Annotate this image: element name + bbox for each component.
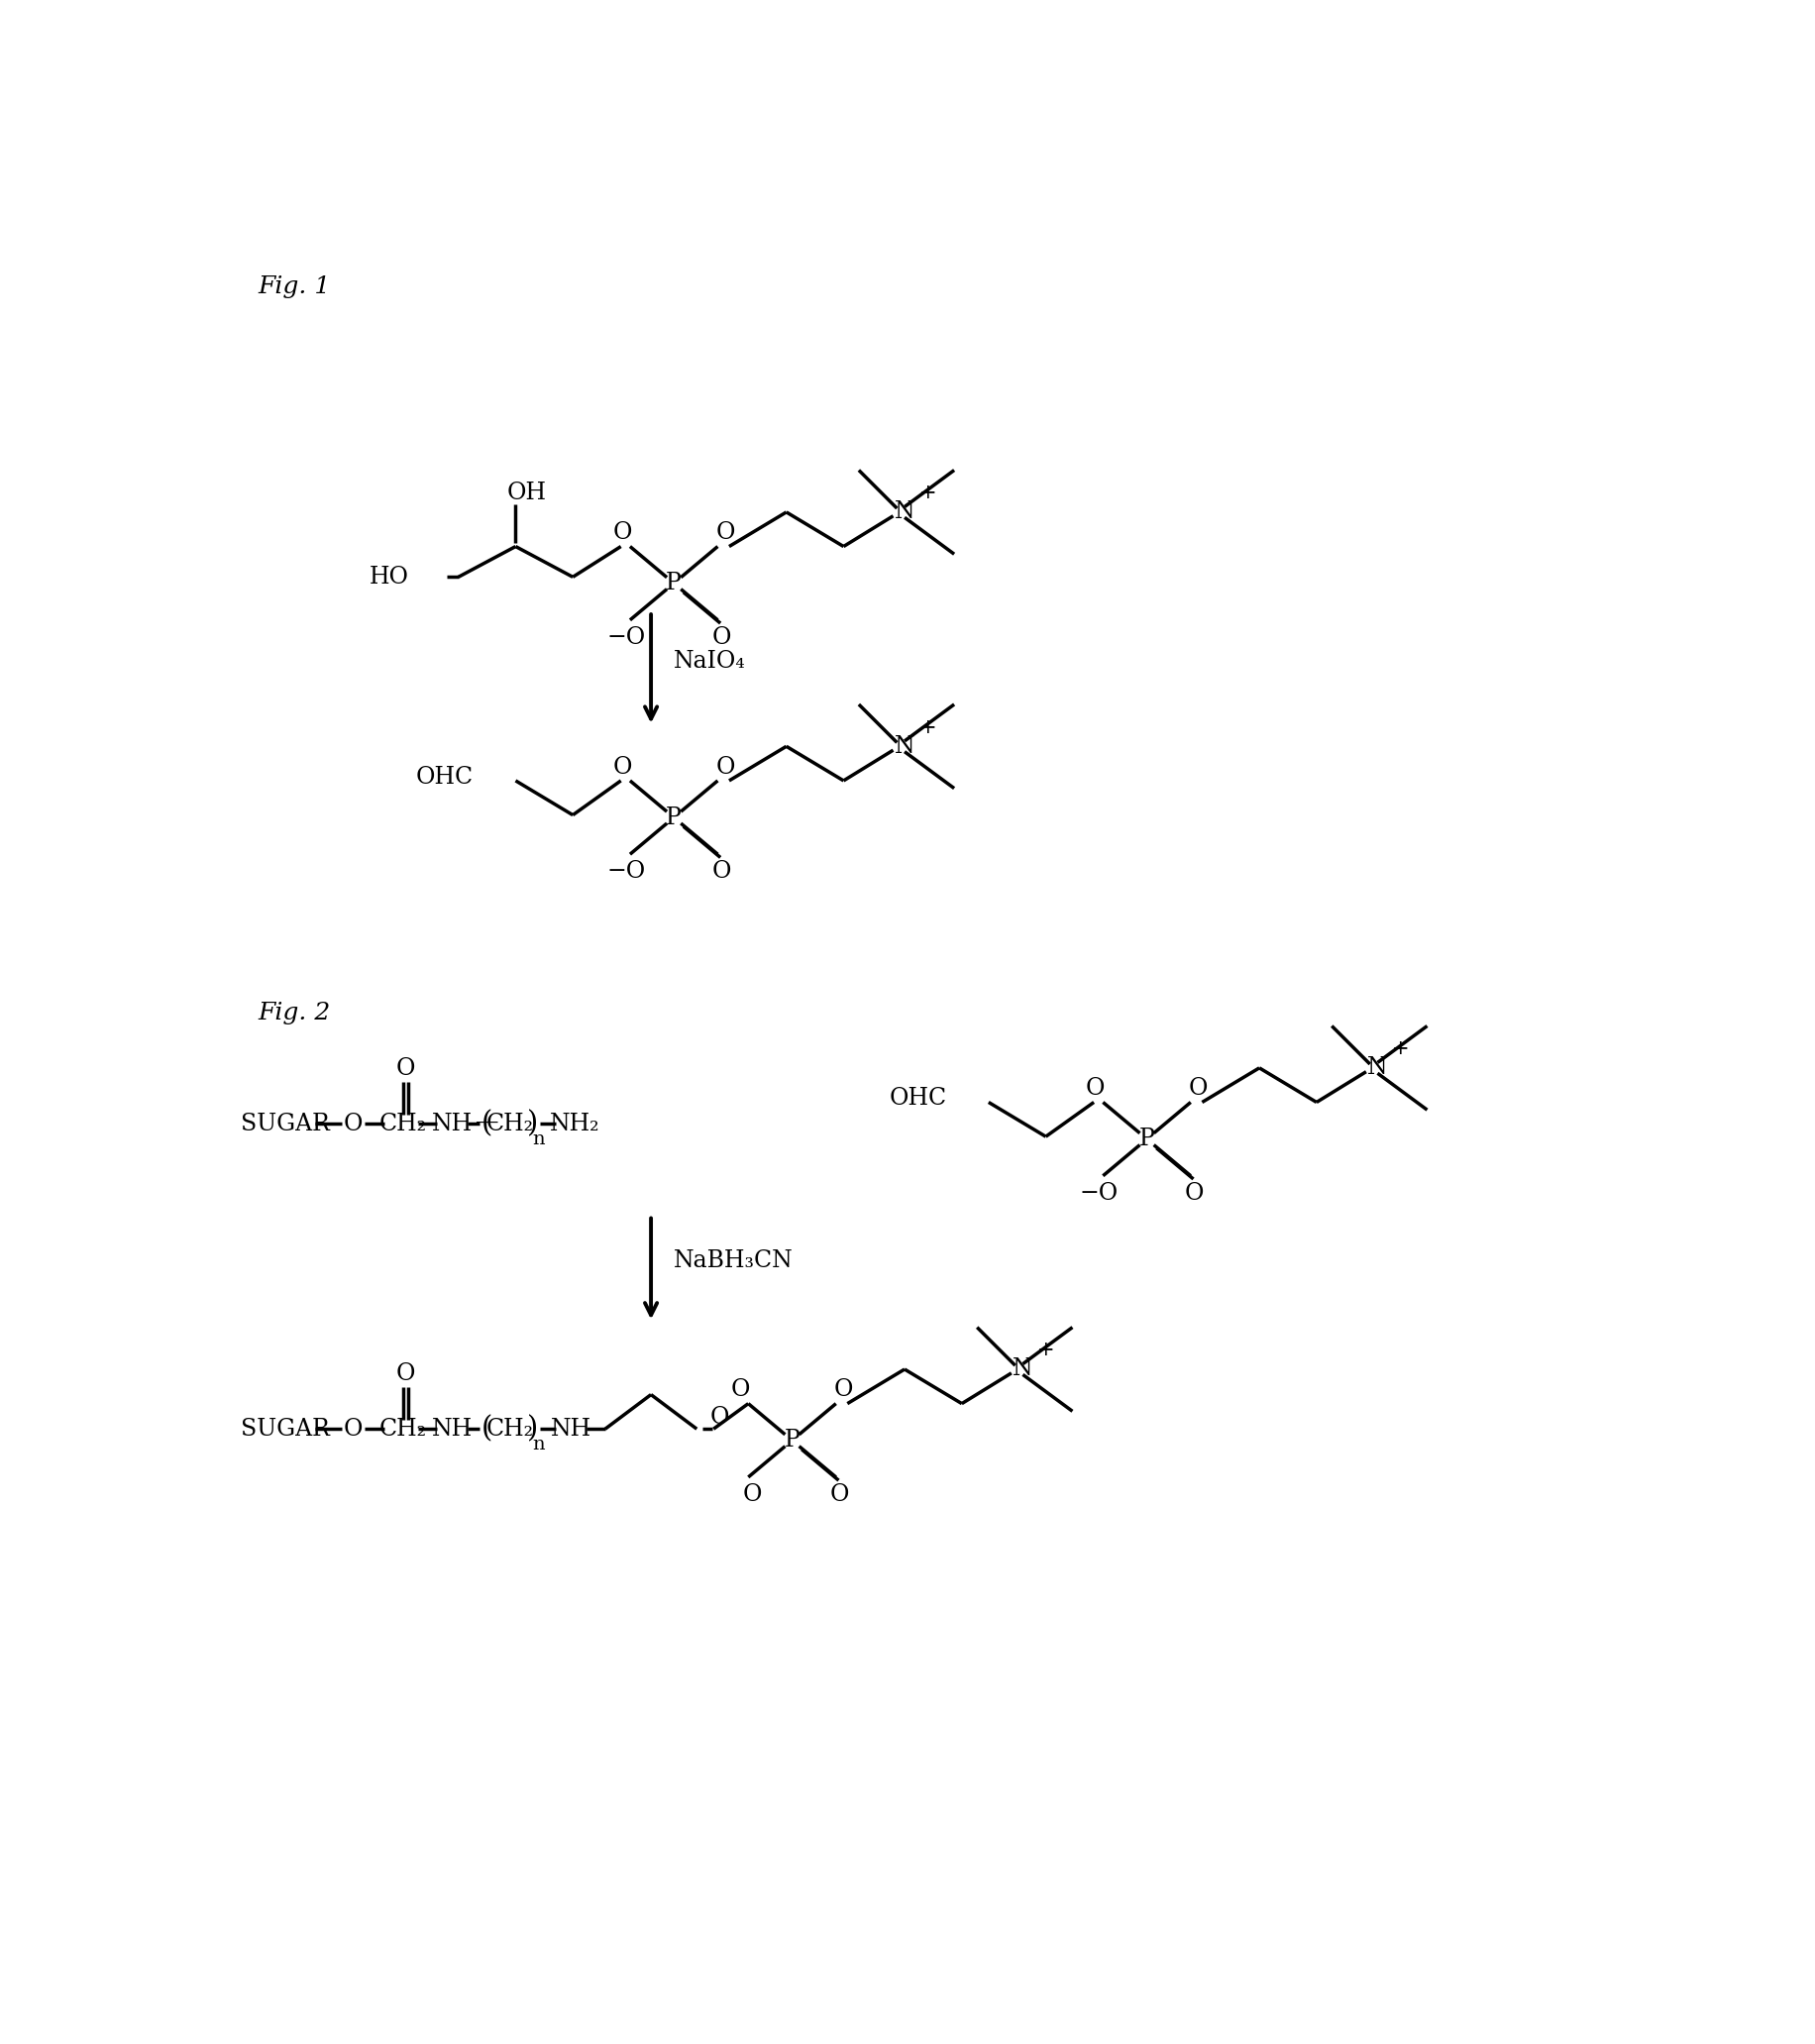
Text: (: ( xyxy=(481,1414,492,1443)
Text: O: O xyxy=(711,625,731,648)
Text: HO: HO xyxy=(368,566,408,589)
Text: +: + xyxy=(918,717,937,736)
Text: (: ( xyxy=(481,1110,492,1139)
Text: n: n xyxy=(532,1435,544,1453)
Text: CH₂: CH₂ xyxy=(379,1419,427,1441)
Text: P: P xyxy=(784,1429,800,1451)
Text: NH₂: NH₂ xyxy=(550,1112,599,1134)
Text: O: O xyxy=(742,1484,762,1506)
Text: +: + xyxy=(1036,1341,1055,1359)
Text: N: N xyxy=(895,736,915,758)
Text: N: N xyxy=(1013,1357,1033,1380)
Text: SUGAR: SUGAR xyxy=(240,1419,329,1441)
Text: P: P xyxy=(1140,1128,1154,1151)
Text: —: — xyxy=(476,1110,499,1132)
Text: +: + xyxy=(1392,1040,1408,1059)
Text: +: + xyxy=(918,484,937,503)
Text: −O: −O xyxy=(1080,1181,1118,1204)
Text: O: O xyxy=(343,1112,363,1134)
Text: OHC: OHC xyxy=(889,1087,947,1110)
Text: Fig. 2: Fig. 2 xyxy=(258,1002,330,1024)
Text: NH: NH xyxy=(432,1112,474,1134)
Text: O: O xyxy=(829,1484,849,1506)
Text: NaIO₄: NaIO₄ xyxy=(673,650,746,672)
Text: P: P xyxy=(666,805,682,830)
Text: OHC: OHC xyxy=(416,764,474,789)
Text: −O: −O xyxy=(606,625,646,648)
Text: NH: NH xyxy=(432,1419,474,1441)
Text: O: O xyxy=(343,1419,363,1441)
Text: N: N xyxy=(895,501,915,523)
Text: N: N xyxy=(1367,1057,1388,1079)
Text: O: O xyxy=(396,1363,416,1386)
Text: CH₂: CH₂ xyxy=(379,1112,427,1134)
Text: O: O xyxy=(1189,1077,1209,1100)
Text: O: O xyxy=(613,521,632,544)
Text: n: n xyxy=(532,1130,544,1149)
Text: SUGAR: SUGAR xyxy=(240,1112,329,1134)
Text: CH₂: CH₂ xyxy=(486,1112,534,1134)
Text: OH: OH xyxy=(506,482,546,505)
Text: CH₂: CH₂ xyxy=(486,1419,534,1441)
Text: P: P xyxy=(666,572,682,595)
Text: O: O xyxy=(711,861,731,883)
Text: O: O xyxy=(833,1378,853,1402)
Text: NH: NH xyxy=(550,1419,592,1441)
Text: Fig. 1: Fig. 1 xyxy=(258,276,330,298)
Text: O: O xyxy=(731,1378,750,1402)
Text: O: O xyxy=(1085,1077,1105,1100)
Text: NaBH₃CN: NaBH₃CN xyxy=(673,1249,793,1273)
Text: O: O xyxy=(715,521,735,544)
Text: O: O xyxy=(613,756,632,779)
Text: ): ) xyxy=(526,1110,539,1139)
Text: O: O xyxy=(396,1057,416,1079)
Text: O: O xyxy=(715,756,735,779)
Text: O: O xyxy=(710,1406,730,1429)
Text: −O: −O xyxy=(606,861,646,883)
Text: O: O xyxy=(1185,1181,1203,1204)
Text: ): ) xyxy=(526,1414,539,1443)
